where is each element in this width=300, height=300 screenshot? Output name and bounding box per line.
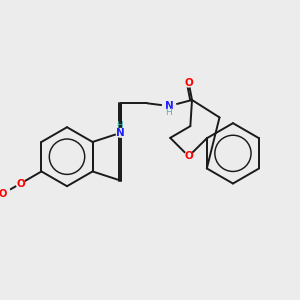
Text: H: H — [117, 121, 123, 130]
Text: O: O — [0, 189, 7, 199]
Circle shape — [184, 152, 193, 161]
Text: H: H — [166, 108, 172, 117]
Text: O: O — [184, 151, 193, 161]
Circle shape — [16, 179, 25, 188]
Circle shape — [163, 99, 176, 113]
Text: O: O — [16, 178, 25, 188]
Text: O: O — [184, 78, 193, 88]
Circle shape — [184, 78, 193, 87]
Circle shape — [116, 128, 125, 137]
Text: N: N — [165, 101, 174, 111]
Circle shape — [0, 186, 11, 201]
Text: N: N — [116, 128, 125, 138]
